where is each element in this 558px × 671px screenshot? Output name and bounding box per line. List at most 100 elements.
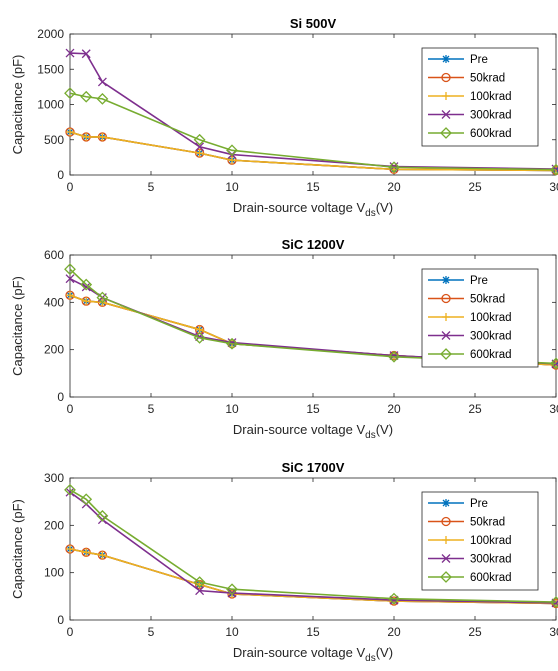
data-point-600krad — [80, 278, 93, 291]
legend-entry-300krad: 300krad — [428, 554, 512, 566]
data-point-600krad — [193, 331, 206, 344]
legend-entry-pre: Pre — [428, 498, 488, 510]
legend-marker — [442, 55, 450, 63]
legend-label: 600krad — [470, 349, 512, 361]
data-point-600krad — [226, 144, 238, 157]
series-600krad — [64, 87, 558, 176]
legend-marker — [442, 92, 450, 100]
data-point-600krad — [550, 163, 558, 176]
y-tick-label: 500 — [44, 133, 64, 147]
legend: Pre 50krad 100krad 300krad 600krad — [421, 268, 539, 368]
x-axis-label-main: Drain-source voltage V — [233, 200, 366, 215]
data-point-100krad — [82, 132, 91, 141]
legend-marker — [442, 276, 450, 284]
x-tick-label: 30 — [549, 180, 558, 194]
data-point-600krad — [226, 583, 238, 596]
data-point-600krad — [388, 592, 400, 605]
data-point-100krad — [66, 127, 74, 136]
legend-entry-50krad: 50krad — [428, 294, 505, 306]
legend-marker — [442, 536, 450, 544]
legend-entry-50krad: 50krad — [428, 73, 505, 85]
x-axis-label-main: Drain-source voltage V — [233, 422, 366, 437]
data-point-100krad — [98, 132, 107, 141]
data-point-300krad — [195, 142, 205, 152]
x-tick-label: 25 — [468, 180, 482, 194]
x-tick-label: 0 — [67, 180, 74, 194]
legend-marker — [441, 293, 451, 304]
legend-label: 100krad — [470, 535, 512, 547]
legend-entry-100krad: 100krad — [428, 91, 512, 103]
legend-marker — [440, 571, 452, 583]
x-tick-label: 25 — [468, 402, 482, 416]
legend-entry-100krad: 100krad — [428, 312, 512, 324]
legend-marker — [440, 127, 452, 139]
data-point-600krad — [64, 87, 76, 100]
legend-label: Pre — [470, 498, 488, 510]
y-axis-label: Capacitance (pF) — [10, 276, 25, 376]
data-point-600krad — [550, 596, 558, 608]
series-100krad — [66, 127, 558, 175]
x-tick-label: 5 — [148, 180, 155, 194]
series-line-600krad — [69, 268, 557, 365]
legend-marker — [442, 499, 450, 507]
data-point-300krad — [97, 77, 107, 87]
data-point-300krad — [195, 586, 205, 596]
legend: Pre 50krad 100krad 300krad 600krad — [421, 47, 539, 147]
x-tick-label: 20 — [387, 625, 401, 639]
y-tick-label: 0 — [57, 613, 64, 627]
data-point-300krad — [65, 48, 75, 58]
legend-entry-300krad: 300krad — [428, 331, 512, 343]
x-tick-label: 20 — [387, 180, 401, 194]
x-axis-label: Drain-source voltage Vds(V) — [233, 200, 393, 219]
legend-entry-pre: Pre — [428, 54, 488, 66]
x-tick-label: 10 — [225, 180, 239, 194]
y-axis-label: Capacitance (pF) — [10, 499, 25, 599]
y-tick-label: 2000 — [37, 27, 64, 41]
data-point-600krad — [388, 161, 400, 174]
data-point-600krad — [96, 92, 109, 105]
legend-marker — [441, 110, 451, 119]
data-point-600krad — [226, 337, 238, 350]
x-tick-label: 5 — [148, 402, 155, 416]
x-tick-label: 0 — [67, 402, 74, 416]
x-axis-label: Drain-source voltage Vds(V) — [233, 645, 393, 664]
legend-entry-300krad: 300krad — [428, 110, 512, 122]
x-tick-label: 0 — [67, 625, 74, 639]
x-tick-label: 25 — [468, 625, 482, 639]
x-tick-label: 20 — [387, 402, 401, 416]
data-point-600krad — [388, 350, 400, 363]
data-point-600krad — [80, 493, 93, 506]
data-point-100krad — [82, 297, 91, 306]
x-axis-label-unit: (V) — [376, 200, 393, 215]
data-point-600krad — [96, 509, 109, 522]
legend: Pre 50krad 100krad 300krad 600krad — [421, 491, 539, 591]
chart-panel-3: SiC 1700V0510152025300100200300Capacitan… — [10, 460, 558, 664]
legend-box — [421, 491, 539, 591]
chart-panel-1: Si 500V 0 5 10 15 20 25 30 0 500 1000 1500 2000 Capac… — [10, 16, 558, 219]
data-point-600krad — [193, 133, 206, 146]
y-tick-label: 600 — [44, 248, 64, 262]
data-point-600krad — [80, 90, 93, 103]
data-point-100krad — [195, 149, 204, 158]
legend-label: 300krad — [470, 331, 512, 343]
y-tick-label: 400 — [44, 295, 64, 309]
data-point-300krad — [227, 588, 237, 598]
y-tick-label: 1000 — [37, 98, 64, 112]
y-tick-label: 200 — [44, 343, 64, 357]
legend-box — [421, 268, 539, 368]
legend-entry-pre: Pre — [428, 275, 488, 287]
series-line-600krad — [69, 489, 557, 603]
y-axis-label: Capacitance (pF) — [10, 55, 25, 155]
x-tick-label: 10 — [225, 625, 239, 639]
x-tick-label: 30 — [549, 402, 558, 416]
data-point-100krad — [98, 551, 107, 560]
chart-title: Si 500V — [290, 16, 337, 31]
x-axis-label-subscript: ds — [365, 430, 376, 441]
x-axis-label: Drain-source voltage Vds(V) — [233, 422, 393, 441]
legend-box — [421, 47, 539, 147]
data-point-600krad — [96, 291, 109, 304]
y-tick-label: 100 — [44, 566, 64, 580]
legend-entry-600krad: 600krad — [428, 348, 512, 361]
data-point-300krad — [81, 49, 91, 59]
